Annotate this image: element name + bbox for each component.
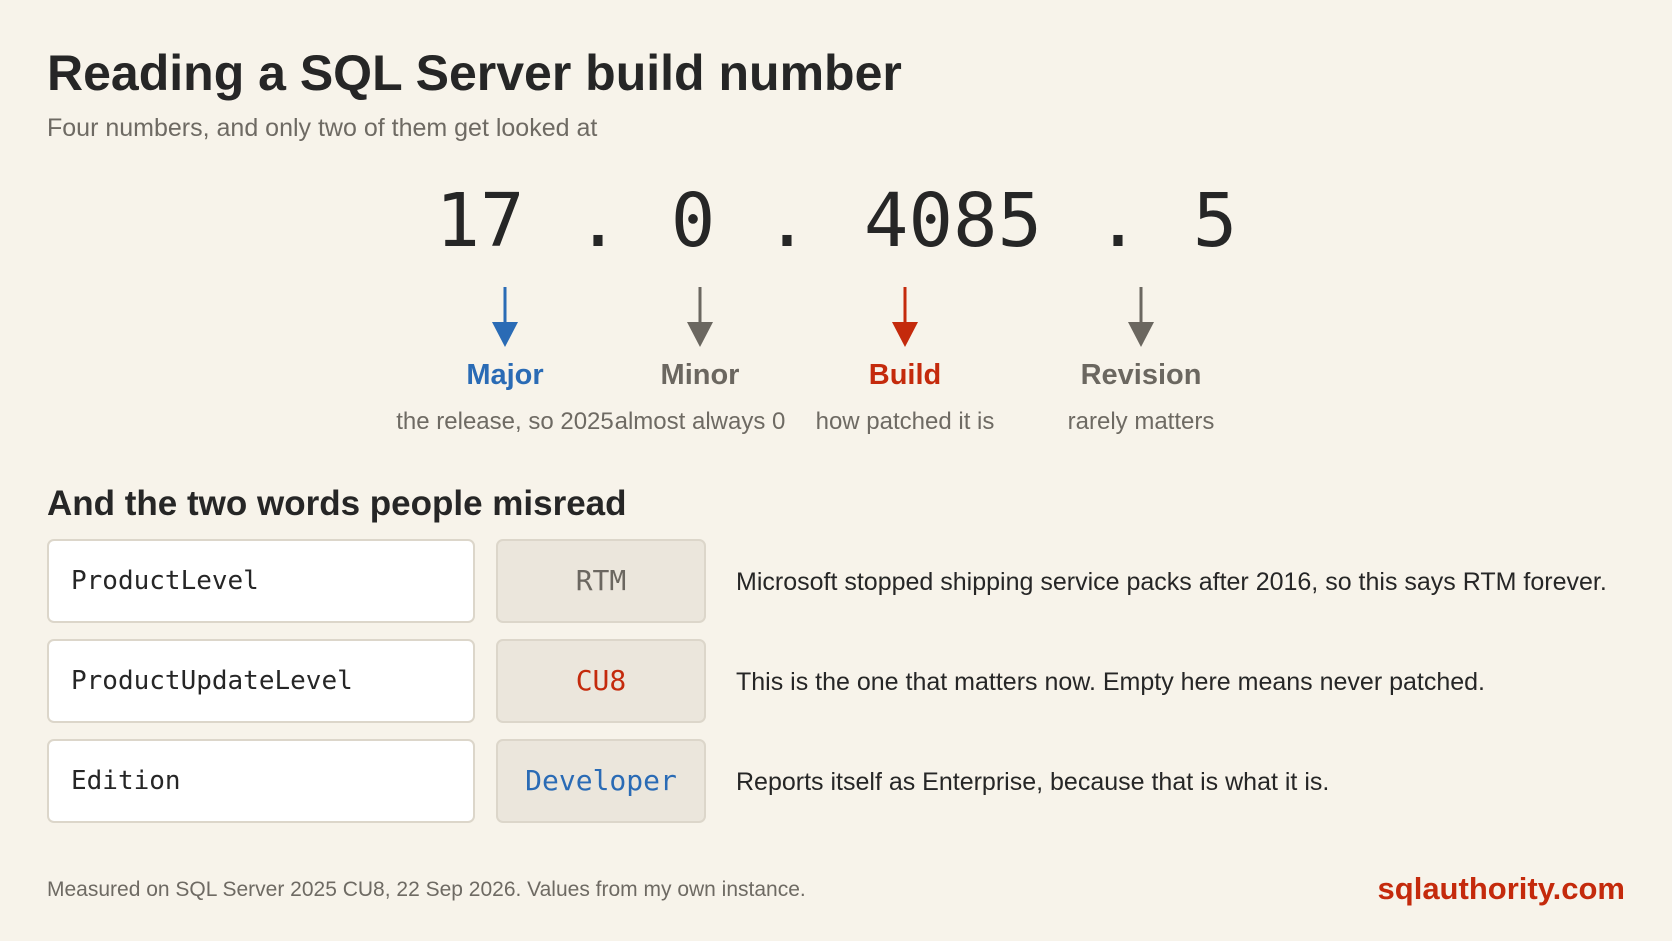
part-minor: Minor almost always 0 <box>590 287 810 437</box>
version-number: 17 . 0 . 4085 . 5 <box>0 176 1672 266</box>
version-build: 4085 <box>863 178 1043 264</box>
property-row: ProductLevel RTM Microsoft stopped shipp… <box>47 539 1647 625</box>
property-value: RTM <box>496 539 706 623</box>
version-separator: . <box>1095 178 1141 264</box>
version-separator: . <box>764 178 810 264</box>
property-value: Developer <box>496 739 706 823</box>
version-minor: 0 <box>670 178 716 264</box>
page-title: Reading a SQL Server build number <box>47 45 902 101</box>
footer-note: Measured on SQL Server 2025 CU8, 22 Sep … <box>47 878 806 901</box>
part-major: Major the release, so 2025 <box>395 287 615 437</box>
property-description: Microsoft stopped shipping service packs… <box>736 568 1607 596</box>
brand-link[interactable]: sqlauthority.com <box>1377 871 1625 906</box>
property-key: ProductUpdateLevel <box>47 639 475 723</box>
property-row: ProductUpdateLevel CU8 This is the one t… <box>47 639 1647 725</box>
part-label: Minor <box>660 359 740 391</box>
part-description: how patched it is <box>815 407 995 435</box>
property-description: Reports itself as Enterprise, because th… <box>736 768 1330 796</box>
part-description: rarely matters <box>1067 407 1215 435</box>
page-subtitle: Four numbers, and only two of them get l… <box>47 114 598 142</box>
down-arrow-icon <box>687 287 713 347</box>
down-arrow-icon <box>1128 287 1154 347</box>
part-label: Revision <box>1080 359 1202 391</box>
part-build: Build how patched it is <box>795 287 1015 437</box>
property-row: Edition Developer Reports itself as Ente… <box>47 739 1647 825</box>
property-value: CU8 <box>496 639 706 723</box>
property-description: This is the one that matters now. Empty … <box>736 668 1485 696</box>
down-arrow-icon <box>492 287 518 347</box>
version-separator: . <box>575 178 621 264</box>
part-revision: Revision rarely matters <box>1031 287 1251 437</box>
part-label: Major <box>466 359 544 391</box>
section-title: And the two words people misread <box>47 484 627 523</box>
part-description: the release, so 2025 <box>396 407 614 435</box>
part-label: Build <box>868 359 942 391</box>
down-arrow-icon <box>892 287 918 347</box>
version-revision: 5 <box>1192 178 1238 264</box>
property-key: Edition <box>47 739 475 823</box>
part-description: almost always 0 <box>614 407 786 435</box>
version-major: 17 <box>435 178 525 264</box>
property-key: ProductLevel <box>47 539 475 623</box>
